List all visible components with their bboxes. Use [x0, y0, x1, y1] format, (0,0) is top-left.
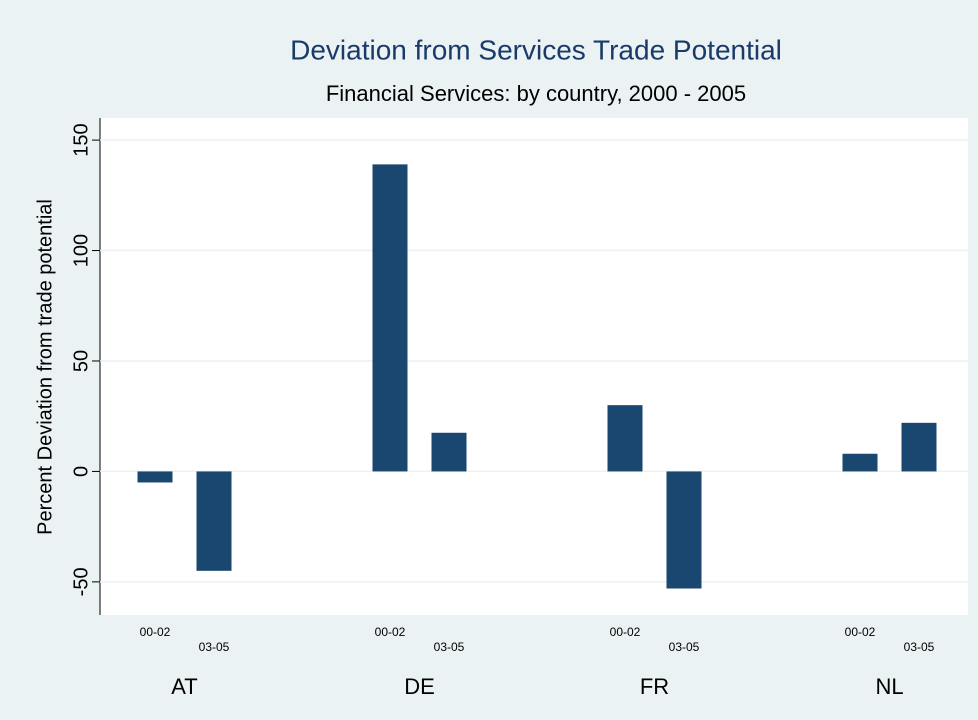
bar [842, 453, 878, 472]
bar-label: 00-02 [845, 625, 876, 639]
y-tick-label: -50 [70, 567, 92, 596]
bar-label: 00-02 [610, 625, 641, 639]
bar [372, 164, 408, 472]
category-label: FR [640, 674, 669, 699]
bar-label: 03-05 [434, 640, 465, 654]
bar-label: 00-02 [140, 625, 171, 639]
y-tick-label: 100 [70, 234, 92, 267]
category-label: NL [875, 674, 903, 699]
chart-subtitle: Financial Services: by country, 2000 - 2… [326, 81, 746, 106]
bar [666, 471, 702, 589]
bar-label: 03-05 [199, 640, 230, 654]
y-tick-label: 150 [70, 123, 92, 156]
bar [901, 422, 937, 472]
plot-area [100, 118, 968, 615]
chart-title: Deviation from Services Trade Potential [290, 34, 782, 65]
bar [607, 405, 643, 472]
bar-label: 00-02 [375, 625, 406, 639]
bar [137, 471, 173, 483]
category-label: DE [404, 674, 435, 699]
y-tick-label: 0 [70, 466, 92, 477]
bar [196, 471, 232, 571]
bar-label: 03-05 [669, 640, 700, 654]
y-tick-label: 50 [70, 350, 92, 372]
bar [431, 432, 467, 472]
y-axis-title: Percent Deviation from trade potential [34, 199, 56, 535]
bar-label: 03-05 [904, 640, 935, 654]
category-label: AT [171, 674, 197, 699]
